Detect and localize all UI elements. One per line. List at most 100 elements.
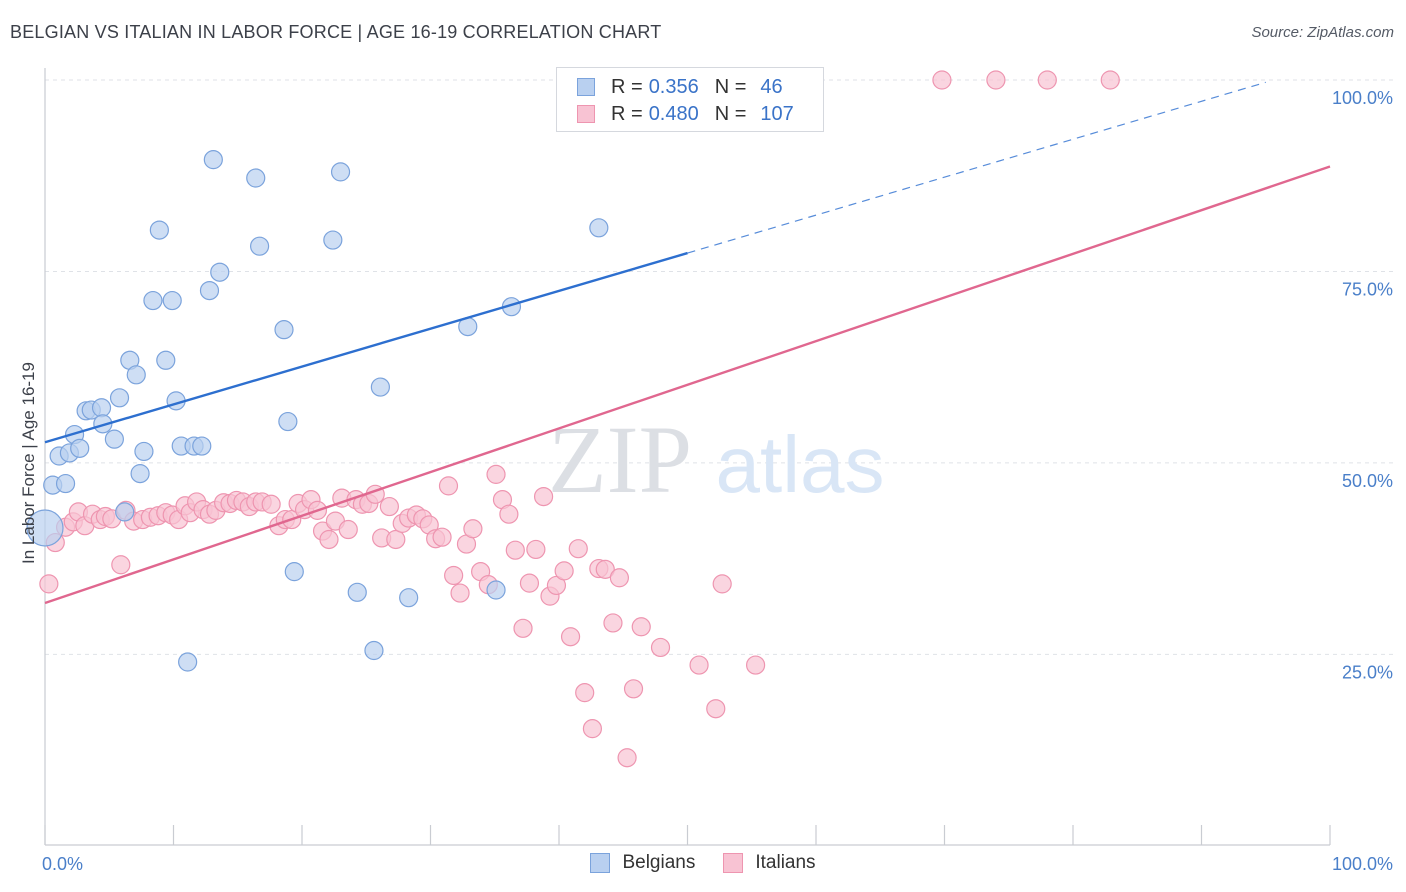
italians-legend-swatch (723, 853, 744, 873)
italian-point (595, 559, 615, 579)
gridlines (45, 79, 1393, 655)
italian-point (706, 699, 726, 719)
belgian-points (26, 70, 622, 672)
chart-title: BELGIAN VS ITALIAN IN LABOR FORCE | AGE … (10, 22, 662, 42)
belgian-point (330, 162, 351, 182)
italian-point (505, 540, 525, 560)
belgian-point (130, 464, 150, 484)
belgians-swatch (577, 78, 595, 96)
belgians-legend-label: Belgians (622, 852, 696, 873)
italian-point (499, 504, 519, 524)
belgian-point (246, 168, 266, 188)
italian-trendline (44, 165, 1331, 605)
legend-item-belgians[interactable]: Belgians (590, 852, 695, 874)
belgian-point (156, 350, 176, 370)
italian-point (603, 613, 623, 633)
italian-point (650, 637, 671, 658)
x-tick-label-min: 0.0% (42, 854, 83, 874)
italian-point (111, 555, 131, 575)
belgian-trendline (44, 251, 688, 444)
belgian-point (93, 414, 113, 434)
belgian-point (192, 436, 212, 456)
italian-point (746, 655, 766, 675)
italian-point (1037, 70, 1057, 90)
italian-point (712, 574, 732, 594)
legend-item-italians[interactable]: Italians (723, 852, 816, 874)
belgian-point (199, 280, 220, 301)
italian-point (609, 568, 629, 588)
correlation-legend: R = 0.356 N = 46 R = 0.480 N = 107 (556, 67, 824, 132)
belgians-n-value: 46 (760, 75, 783, 98)
italian-point (1100, 70, 1120, 90)
italians-r-value: 0.480 (648, 102, 699, 125)
italian-point (39, 574, 59, 594)
belgian-point (126, 365, 146, 385)
italian-point (631, 617, 651, 637)
belgian-point (70, 438, 90, 458)
r-label: R = (611, 102, 643, 125)
legend-row-belgians: R = 0.356 N = 46 (577, 72, 783, 102)
belgian-point (143, 290, 163, 311)
italian-point (617, 748, 637, 768)
italians-n-value: 107 (760, 102, 794, 125)
italian-point (438, 476, 459, 496)
belgian-point (347, 582, 367, 602)
belgian-point (486, 580, 506, 600)
belgian-point (203, 150, 223, 170)
italians-legend-label: Italians (755, 852, 816, 873)
italian-point (554, 561, 574, 581)
y-tick-label-50: 50.0% (1342, 471, 1393, 491)
italian-point (986, 70, 1006, 90)
belgian-point (162, 290, 182, 311)
italian-point (519, 573, 540, 593)
belgian-point (109, 388, 130, 408)
belgian-point (274, 320, 294, 340)
belgian-point (178, 652, 198, 672)
belgian-point (91, 398, 112, 418)
italian-point (568, 539, 588, 559)
belgian-point (55, 473, 76, 494)
y-tick-labels: 25.0% 50.0% 75.0% 100.0% (1332, 88, 1393, 682)
source-credit: Source: ZipAtlas.com (1251, 24, 1394, 41)
r-label: R = (611, 75, 643, 98)
italian-point (623, 679, 644, 699)
watermark-atlas: atlas (716, 420, 885, 509)
legend-row-italians: R = 0.480 N = 107 (577, 99, 794, 129)
n-label: N = (714, 75, 747, 98)
italian-point (486, 464, 506, 484)
italian-point (513, 618, 533, 638)
italian-point (932, 70, 952, 90)
belgian-point (364, 640, 384, 661)
belgian-trendline-extension (687, 81, 1266, 254)
belgian-point (589, 218, 609, 238)
belgian-point (134, 441, 154, 462)
belgian-point (399, 588, 419, 608)
italian-point (582, 719, 603, 739)
n-label: N = (714, 102, 747, 125)
italian-point (444, 565, 464, 586)
italian-point (689, 655, 709, 675)
y-axis-label: In Labor Force | Age 16-19 (19, 362, 38, 564)
italian-point (432, 527, 452, 547)
belgian-point (26, 509, 64, 547)
italian-point (450, 583, 470, 603)
italian-point (338, 519, 358, 540)
belgian-point (249, 236, 270, 256)
belgians-legend-swatch (590, 853, 611, 873)
trendlines (44, 81, 1331, 605)
belgian-point (284, 562, 304, 582)
belgian-point (210, 262, 230, 282)
x-tick-label-max: 100.0% (1332, 854, 1393, 874)
axes (44, 68, 1331, 846)
y-tick-label-100: 100.0% (1332, 88, 1393, 108)
watermark-zip: ZIP (548, 406, 692, 513)
italian-point (560, 627, 581, 647)
italian-point (261, 494, 281, 514)
belgian-point (370, 377, 390, 397)
italian-point (386, 529, 406, 550)
y-tick-label-75: 75.0% (1342, 279, 1393, 299)
series-legend: Belgians Italians (0, 852, 1406, 874)
belgian-point (278, 411, 298, 432)
italian-point (319, 529, 339, 550)
